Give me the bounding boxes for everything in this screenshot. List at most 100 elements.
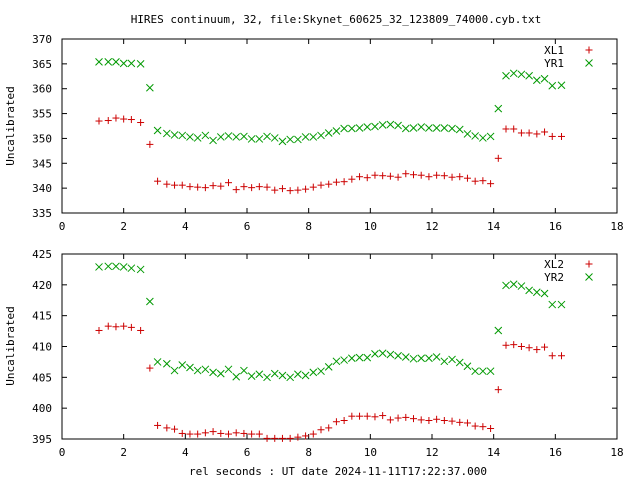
data-point-yr1 [479, 134, 487, 142]
data-point-yr2 [209, 368, 217, 377]
data-point-xl1 [487, 180, 495, 188]
data-point-yr2 [486, 367, 495, 376]
data-point-xl2 [402, 413, 410, 421]
data-point-yr2 [479, 367, 487, 376]
data-point-yr1 [448, 124, 456, 133]
data-point-xl1 [402, 170, 410, 178]
data-point-yr1 [332, 127, 341, 135]
top-x-tick-label: 10 [364, 220, 377, 233]
data-point-yr2 [178, 361, 187, 369]
legend-marker-xl1 [585, 46, 593, 54]
data-point-xl2 [433, 415, 441, 423]
data-point-yr1 [170, 131, 179, 139]
data-point-yr2 [301, 371, 310, 380]
data-point-yr2 [455, 358, 464, 367]
data-point-xl1 [95, 117, 103, 125]
data-point-yr1 [178, 131, 187, 140]
data-point-yr2 [270, 369, 279, 378]
data-point-xl2 [541, 343, 549, 351]
bottom-y-tick-label: 415 [32, 310, 52, 323]
data-point-xl2 [317, 426, 325, 434]
data-point-xl2 [417, 416, 425, 424]
data-point-xl2 [271, 434, 279, 442]
data-point-xl1 [154, 177, 162, 185]
data-point-xl2 [178, 429, 186, 437]
chart-title: HIRES continuum, 32, file:Skynet_60625_3… [131, 13, 542, 26]
data-point-yr1 [127, 59, 136, 68]
data-point-xl1 [271, 186, 279, 194]
data-point-yr2 [263, 373, 271, 382]
top-axis-ticks: 0 2 4 6 8 10 12 14 16 18 335 340 345 350 355 360 365 370 [32, 33, 624, 233]
data-point-xl1 [209, 182, 217, 190]
data-point-xl2 [217, 429, 225, 437]
data-point-yr1 [162, 129, 171, 138]
data-point-yr1 [201, 131, 210, 140]
data-point-xl2 [456, 418, 464, 426]
data-point-xl1 [433, 171, 441, 179]
data-point-yr1 [270, 134, 279, 142]
data-point-yr1 [532, 76, 541, 85]
data-point-xl2 [502, 341, 510, 349]
data-point-yr1 [340, 124, 348, 133]
data-point-yr1 [263, 132, 271, 141]
bottom-y-axis-label: Uncalibrated [4, 306, 17, 385]
top-x-tick-label: 14 [487, 220, 501, 233]
data-point-xl1 [317, 181, 325, 189]
data-point-xl1 [417, 171, 425, 179]
data-point-yr1 [401, 124, 410, 133]
data-point-yr2 [255, 370, 264, 379]
data-point-yr1 [112, 58, 120, 66]
data-point-yr2 [136, 265, 145, 274]
top-y-tick-label: 370 [32, 33, 52, 46]
data-point-xl1 [440, 172, 448, 180]
bottom-x-tick-label: 12 [425, 446, 438, 459]
data-point-xl1 [471, 177, 479, 185]
data-point-xl1 [240, 183, 248, 191]
bottom-x-tick-label: 2 [120, 446, 127, 459]
top-y-tick-label: 340 [32, 182, 52, 195]
bottom-x-tick-label: 18 [610, 446, 623, 459]
data-point-xl1 [525, 129, 533, 137]
top-plot-frame [61, 38, 618, 214]
data-point-yr1 [378, 121, 387, 129]
data-point-yr2 [517, 282, 526, 290]
data-point-yr2 [95, 263, 103, 271]
bottom-y-tick-label: 395 [32, 433, 52, 446]
data-point-yr2 [363, 353, 372, 362]
data-point-xl1 [379, 172, 387, 180]
data-point-yr1 [309, 133, 318, 141]
data-point-yr2 [394, 351, 402, 360]
data-point-yr2 [340, 356, 348, 364]
data-point-yr1 [440, 124, 449, 132]
data-point-xl2 [463, 419, 471, 427]
data-point-xl2 [340, 417, 348, 424]
data-point-xl1 [263, 183, 271, 191]
data-point-yr1 [502, 71, 510, 80]
data-point-xl1 [386, 172, 394, 180]
data-point-yr2 [557, 300, 566, 309]
data-point-yr2 [278, 371, 287, 380]
data-point-xl1 [394, 173, 402, 181]
data-point-xl2 [240, 429, 248, 437]
data-point-xl2 [517, 343, 525, 350]
bottom-panel: 0 2 4 6 8 10 12 14 16 18 395 400 405 410 415 420 425 Unc… [4, 248, 624, 459]
data-point-yr1 [371, 122, 379, 131]
data-point-yr1 [153, 126, 162, 135]
data-point-xl1 [517, 129, 525, 137]
data-point-xl2 [95, 326, 103, 334]
data-point-xl2 [309, 430, 317, 438]
data-point-yr2 [378, 349, 387, 358]
data-point-yr2 [509, 280, 518, 289]
bottom-plot-frame [61, 253, 618, 440]
data-point-xl2 [186, 430, 194, 438]
data-point-xl2 [255, 430, 263, 438]
data-point-yr1 [119, 59, 128, 68]
top-x-tick-label: 18 [610, 220, 623, 233]
data-point-yr2 [193, 366, 202, 375]
data-point-yr2 [153, 358, 162, 366]
data-point-yr2 [471, 367, 480, 376]
bottom-x-tick-label: 8 [305, 446, 312, 459]
data-point-yr1 [240, 132, 248, 141]
data-point-yr2 [186, 363, 194, 372]
data-point-yr2 [401, 353, 410, 361]
